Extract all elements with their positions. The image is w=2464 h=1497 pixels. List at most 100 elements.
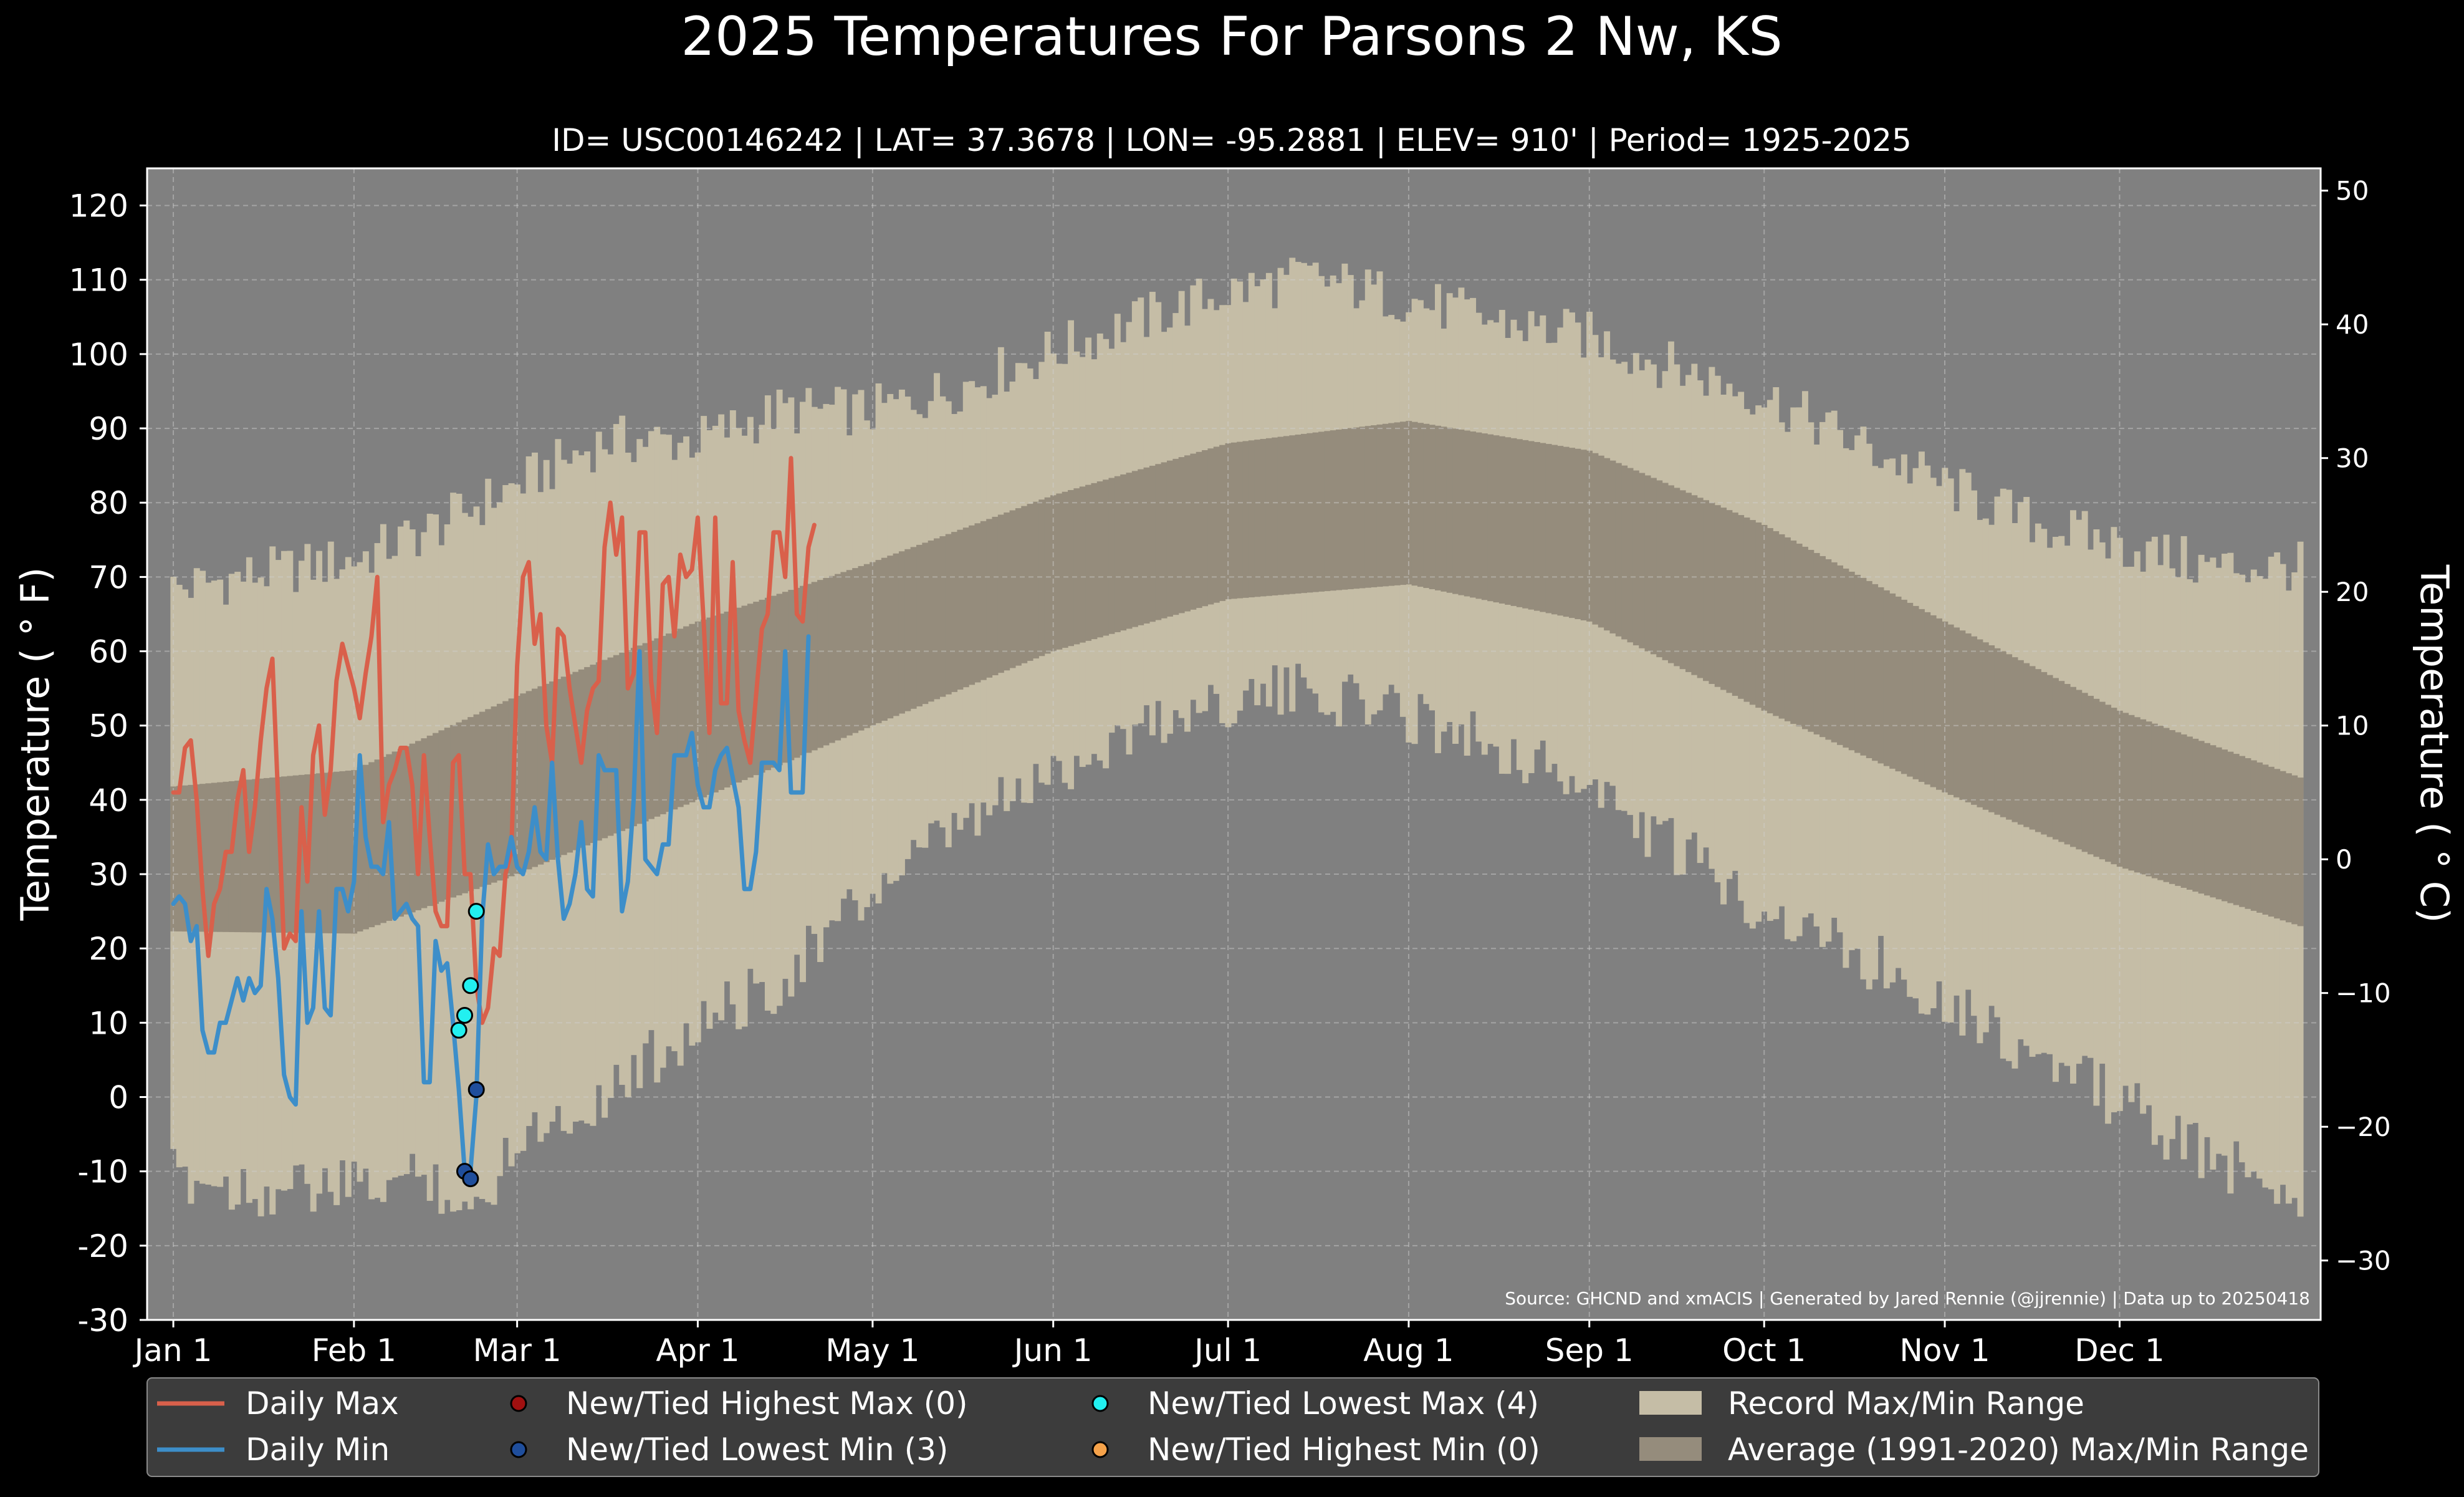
normal-range-bar [199,784,206,932]
normal-range-bar [1755,522,1762,708]
normal-range-bar [689,623,696,802]
normal-range-bar [1935,618,1942,790]
normal-range-bar [1388,423,1395,586]
record-points [450,903,485,1188]
legend-box [146,1377,2319,1477]
normal-range-bar [1324,431,1331,592]
normal-range-bar [2285,773,2292,923]
normal-range-bar [1563,446,1570,617]
normal-range-bar [1359,426,1366,589]
normal-range-bar [863,564,870,728]
normal-range-bar [1877,587,1884,764]
normal-range-bar [992,516,999,675]
normal-range-bar [281,776,287,933]
normal-range-bar [934,538,940,700]
y-tick-label: 90 [89,411,128,447]
normal-range-bar [2140,719,2147,875]
y-tick-label-right: −20 [2336,1112,2391,1142]
normal-range-bar [2000,651,2006,817]
normal-range-bar [1959,630,1966,800]
normal-range-bar [567,674,573,853]
normal-range-bar [1843,568,1849,748]
normal-range-bar [1796,543,1803,727]
normal-range-bar [986,519,993,678]
normal-range-bar [1662,483,1669,660]
normal-range-bar [1709,503,1715,684]
normal-range-bar [2198,741,2205,894]
normal-range-bar [2186,736,2193,890]
normal-range-bar [1790,540,1797,724]
legend-swatch-dot [510,1395,527,1412]
normal-range-bar [1819,556,1826,738]
normal-range-bar [1207,448,1214,605]
legend-swatch-patch [1639,1391,1702,1415]
normal-range-bar [666,633,672,812]
normal-range-bar [2116,710,2123,867]
normal-range-bar [590,665,597,844]
normal-range-bar [170,786,177,931]
normal-range-bar [1399,421,1406,585]
normal-range-bar [1114,476,1121,632]
normal-range-bar [969,525,976,685]
legend-label: Record Max/Min Range [1728,1385,2084,1422]
normal-range-bar [2088,696,2094,855]
normal-range-bar [835,574,841,741]
normal-range-bar [1219,445,1226,601]
normal-range-bar [1411,421,1418,586]
normal-range-bar [840,572,847,738]
normal-range-bar [1953,627,1960,797]
normal-range-bar [217,782,224,932]
normal-range-bar [1265,438,1272,596]
normal-range-bar [898,551,905,714]
legend-label: Average (1991-2020) Max/Min Range [1728,1432,2309,1468]
normal-range-bar [182,785,189,932]
normal-range-bar [2227,751,2234,903]
normal-range-bars [170,421,2304,934]
normal-range-bar [671,631,678,810]
normal-range-bar [1470,431,1477,598]
normal-range-bar [1260,438,1267,597]
normal-range-bar [1557,446,1564,616]
normal-range-bar [1551,445,1558,615]
normal-range-bar [1854,574,1861,753]
normal-range-bar [1371,425,1378,587]
normal-range-bar [1866,580,1872,758]
normal-range-bar [1120,474,1127,631]
legend-label: New/Tied Lowest Min (3) [566,1432,948,1468]
normal-range-bar [1376,424,1383,587]
y-tick-label-right: 10 [2336,711,2369,741]
normal-range-bar [1353,427,1360,589]
normal-range-bar [1639,473,1646,648]
normal-range-bar [1732,513,1738,696]
normal-range-bar [1918,609,1925,782]
normal-range-bar [433,733,439,904]
normal-range-bar [1784,537,1791,721]
normal-range-bar [613,655,620,834]
normal-range-bar [327,772,334,933]
normal-range-bar [1161,462,1167,619]
normal-range-bar [1272,437,1278,595]
normal-range-bar [2204,743,2210,896]
x-tick-label: Mar 1 [473,1332,562,1369]
normal-range-bar [1103,479,1110,636]
normal-range-bar [1435,425,1441,590]
normal-range-bar [1038,499,1045,657]
y-tick-label: 0 [108,1080,128,1116]
normal-range-bar [997,514,1004,673]
normal-range-bar [1598,455,1604,628]
normal-range-bar [1027,504,1033,661]
normal-range-bar [1417,423,1424,587]
legend-label: New/Tied Highest Min (0) [1148,1432,1540,1468]
normal-range-bar [1971,636,1978,805]
normal-range-bar [1190,453,1197,610]
normal-range-bar [1452,428,1459,594]
normal-range-bar [292,775,299,933]
normal-range-bar [584,667,591,845]
normal-range-bar [2046,675,2053,837]
normal-range-bar [2250,760,2257,911]
y-tick-label: 110 [69,262,128,299]
normal-range-bar [1498,436,1505,604]
normal-range-bar [1977,639,1983,807]
normal-range-bar [1394,422,1401,585]
normal-range-bar [1942,621,1949,792]
